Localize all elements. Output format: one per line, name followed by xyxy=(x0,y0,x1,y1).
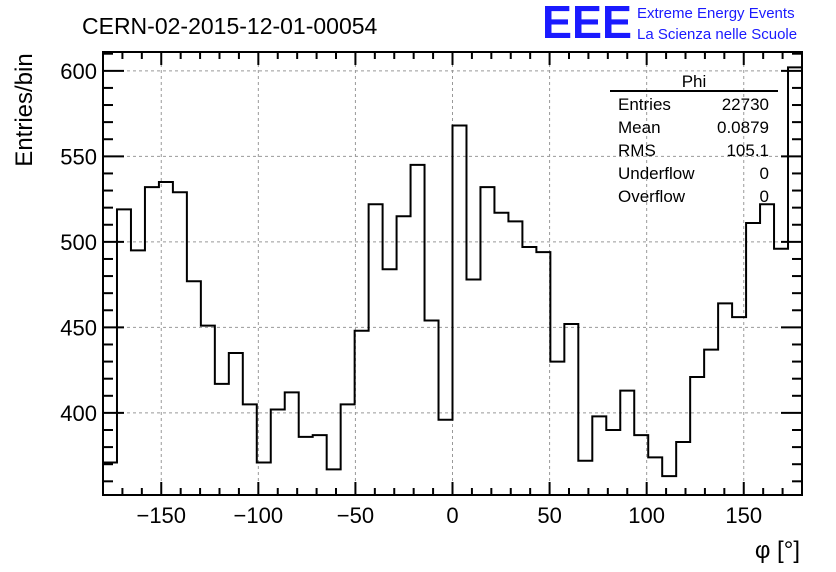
stats-title: Phi xyxy=(682,72,707,91)
histogram-bin xyxy=(592,416,606,495)
chart-title: CERN-02-2015-12-01-00054 xyxy=(82,13,378,39)
histogram-bin xyxy=(453,126,467,495)
histogram-bin xyxy=(425,321,439,495)
histogram-bin xyxy=(271,409,285,495)
histogram-bin xyxy=(690,377,704,495)
histogram-bin xyxy=(299,437,313,495)
histogram-bin xyxy=(746,223,760,495)
histogram-bin xyxy=(187,281,201,495)
histogram-bin xyxy=(578,461,592,495)
histogram-bin xyxy=(480,187,494,495)
histogram-bin xyxy=(243,404,257,495)
stats-value: 0 xyxy=(760,164,769,183)
stats-value: 105.1 xyxy=(726,141,769,160)
histogram-bin xyxy=(215,384,229,495)
histogram-bin xyxy=(704,350,718,495)
y-tick-label: 550 xyxy=(60,144,97,169)
histogram-bin xyxy=(383,269,397,495)
stats-value: 22730 xyxy=(722,95,769,114)
histogram-bin xyxy=(369,204,383,495)
histogram-bin xyxy=(397,216,411,495)
histogram-step-line xyxy=(102,66,803,495)
histogram-bin xyxy=(145,187,159,495)
histogram-bin xyxy=(550,362,564,495)
x-tick-label: −150 xyxy=(136,503,186,528)
stats-value: 0.0879 xyxy=(717,118,769,137)
histogram-bin xyxy=(341,404,355,495)
logo: EEE Extreme Energy Events La Scienza nel… xyxy=(542,0,797,48)
y-tick-label: 450 xyxy=(60,315,97,340)
histogram-bin xyxy=(494,213,508,495)
logo-line1: Extreme Energy Events xyxy=(637,5,795,22)
histogram-bin xyxy=(285,392,299,495)
histogram-bin xyxy=(606,430,620,495)
histogram-bin xyxy=(313,435,327,495)
x-tick-label: 50 xyxy=(537,503,561,528)
histogram-bin xyxy=(355,331,369,495)
x-axis-label: φ [°] xyxy=(755,537,800,564)
stats-box: Phi Entries 22730 Mean 0.0879 RMS 105.1 Underfl… xyxy=(610,72,778,206)
logo-mark: EEE xyxy=(542,0,632,48)
histogram-bin xyxy=(229,353,243,495)
histogram-bin xyxy=(564,324,578,495)
y-tick-label: 600 xyxy=(60,59,97,84)
histogram-bin xyxy=(439,420,453,495)
stats-label: RMS xyxy=(618,141,656,160)
y-tick-label: 400 xyxy=(60,401,97,426)
histogram-bin xyxy=(662,476,676,495)
stats-label: Underflow xyxy=(618,164,695,183)
y-axis-label: Entries/bin xyxy=(11,53,38,166)
stats-value: 0 xyxy=(760,187,769,206)
histogram-bin xyxy=(732,317,746,495)
histogram-bin xyxy=(648,457,662,495)
histogram-bin xyxy=(411,165,425,495)
x-tick-label: 0 xyxy=(446,503,458,528)
histogram-bin xyxy=(103,463,117,495)
histogram-bin xyxy=(620,391,634,495)
histogram-bin xyxy=(508,221,522,495)
histogram-bin xyxy=(676,442,690,495)
histogram-bin xyxy=(718,303,732,495)
x-tick-label: 100 xyxy=(628,503,665,528)
logo-line2: La Scienza nelle Scuole xyxy=(637,26,797,43)
stats-label: Mean xyxy=(618,118,661,137)
axes: −150 −100 −50 0 50 100 150 400 450 500 550 600 xyxy=(60,51,803,528)
y-tick-label: 500 xyxy=(60,230,97,255)
x-tick-label: 150 xyxy=(725,503,762,528)
histogram xyxy=(102,66,803,495)
histogram-bin xyxy=(760,204,774,495)
histogram-bin xyxy=(201,326,215,495)
histogram-bin xyxy=(774,249,788,495)
stats-label: Overflow xyxy=(618,187,686,206)
histogram-bin xyxy=(327,469,341,495)
histogram-bin xyxy=(131,250,145,495)
x-tick-label: −100 xyxy=(234,503,284,528)
histogram-bin xyxy=(117,209,131,495)
histogram-bin xyxy=(173,192,187,495)
histogram-bin xyxy=(159,182,173,495)
histogram-bin xyxy=(522,247,536,495)
stats-label: Entries xyxy=(618,95,671,114)
histogram-bin xyxy=(536,252,550,495)
histogram-bin xyxy=(466,279,480,495)
x-tick-label: −50 xyxy=(337,503,374,528)
